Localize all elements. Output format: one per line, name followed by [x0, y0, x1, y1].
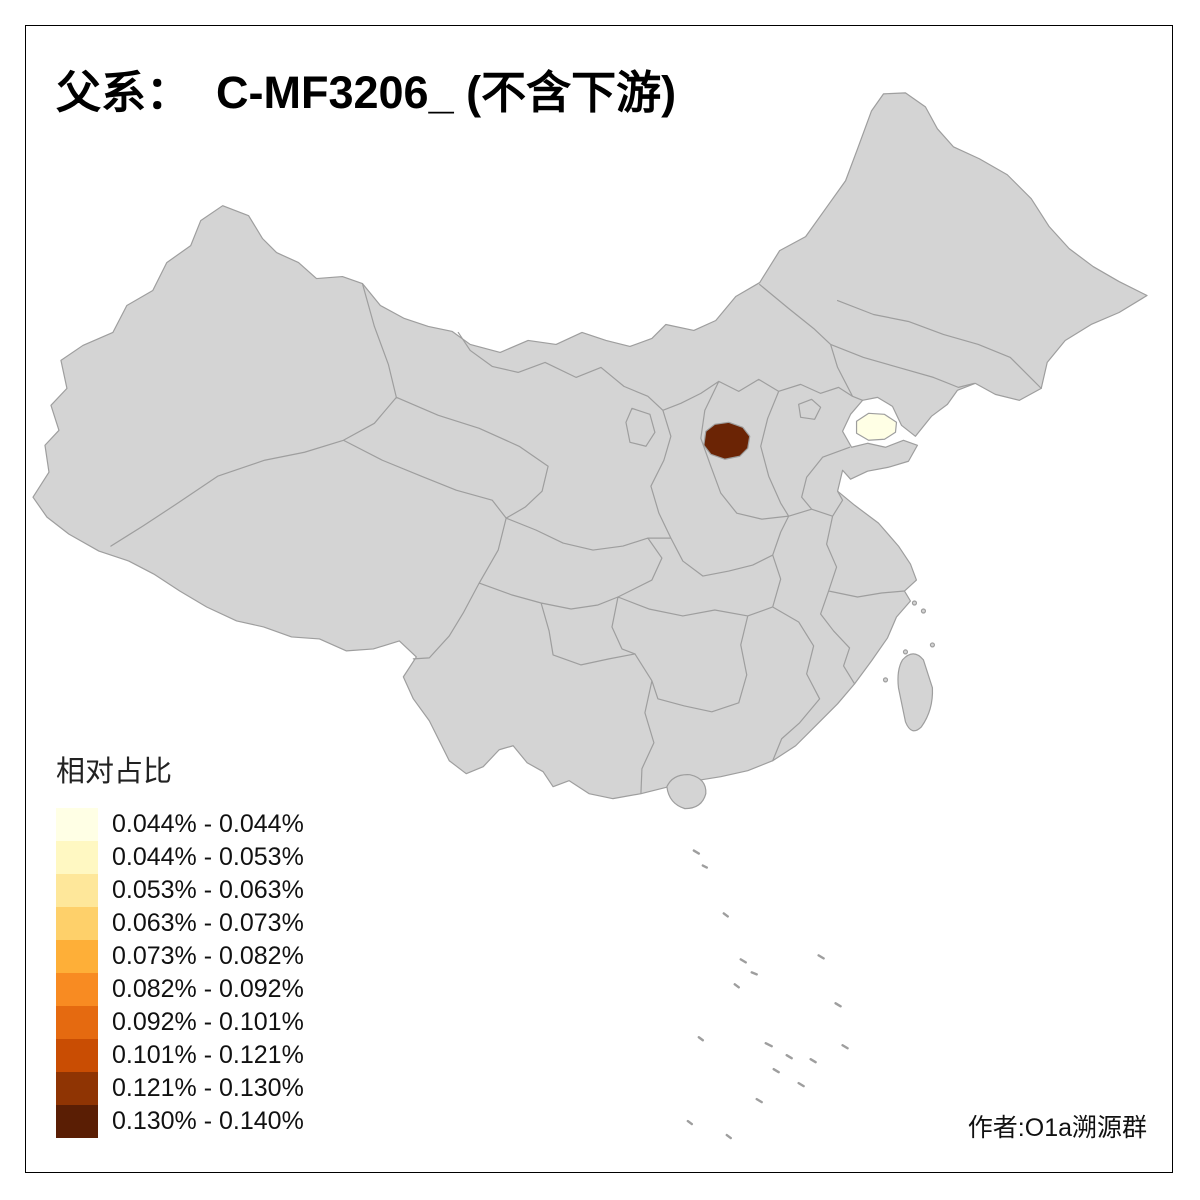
legend-item: 0.073% - 0.082% — [56, 940, 304, 973]
highlight-region-dark — [703, 421, 751, 460]
legend-range-label: 0.044% - 0.044% — [112, 810, 304, 838]
legend-range-label: 0.063% - 0.073% — [112, 909, 304, 937]
plot-frame: 父系： C-MF3206_ (不含下游) 相对占比 0.044% - 0.044… — [25, 25, 1173, 1173]
legend-item: 0.092% - 0.101% — [56, 1006, 304, 1039]
legend-item: 0.101% - 0.121% — [56, 1039, 304, 1072]
legend-item: 0.044% - 0.044% — [56, 808, 304, 841]
legend-range-label: 0.053% - 0.063% — [112, 876, 304, 904]
china-outline — [32, 92, 1148, 800]
author-credit: 作者:O1a溯源群 — [967, 1114, 1147, 1142]
legend: 相对占比 0.044% - 0.044% 0.044% - 0.053% 0.0… — [56, 748, 304, 1138]
china-map — [32, 92, 1148, 1140]
legend-range-label: 0.092% - 0.101% — [112, 1008, 304, 1036]
coastal-islets — [882, 600, 936, 683]
legend-swatch — [56, 1105, 98, 1138]
highlight-region-pale — [855, 412, 898, 441]
south-china-sea-islets — [686, 849, 849, 1140]
legend-range-label: 0.044% - 0.053% — [112, 843, 304, 871]
legend-item: 0.053% - 0.063% — [56, 874, 304, 907]
legend-range-label: 0.130% - 0.140% — [112, 1107, 304, 1135]
legend-swatch — [56, 1039, 98, 1072]
legend-item: 0.044% - 0.053% — [56, 841, 304, 874]
legend-swatch — [56, 841, 98, 874]
legend-swatch — [56, 973, 98, 1006]
legend-item: 0.082% - 0.092% — [56, 973, 304, 1006]
province-borders — [110, 282, 1042, 795]
legend-range-label: 0.101% - 0.121% — [112, 1041, 304, 1069]
legend-range-label: 0.073% - 0.082% — [112, 942, 304, 970]
legend-swatch — [56, 808, 98, 841]
legend-range-label: 0.082% - 0.092% — [112, 975, 304, 1003]
legend-swatch — [56, 1072, 98, 1105]
legend-item: 0.121% - 0.130% — [56, 1072, 304, 1105]
legend-range-label: 0.121% - 0.130% — [112, 1074, 304, 1102]
taiwan-island — [897, 653, 934, 732]
legend-title: 相对占比 — [56, 756, 173, 788]
legend-swatch — [56, 907, 98, 940]
legend-swatch — [56, 1006, 98, 1039]
page-title: 父系： C-MF3206_ (不含下游) — [56, 67, 677, 118]
legend-swatch — [56, 874, 98, 907]
legend-swatch — [56, 940, 98, 973]
legend-item: 0.063% - 0.073% — [56, 907, 304, 940]
hainan-island — [666, 774, 707, 810]
legend-item: 0.130% - 0.140% — [56, 1105, 304, 1138]
